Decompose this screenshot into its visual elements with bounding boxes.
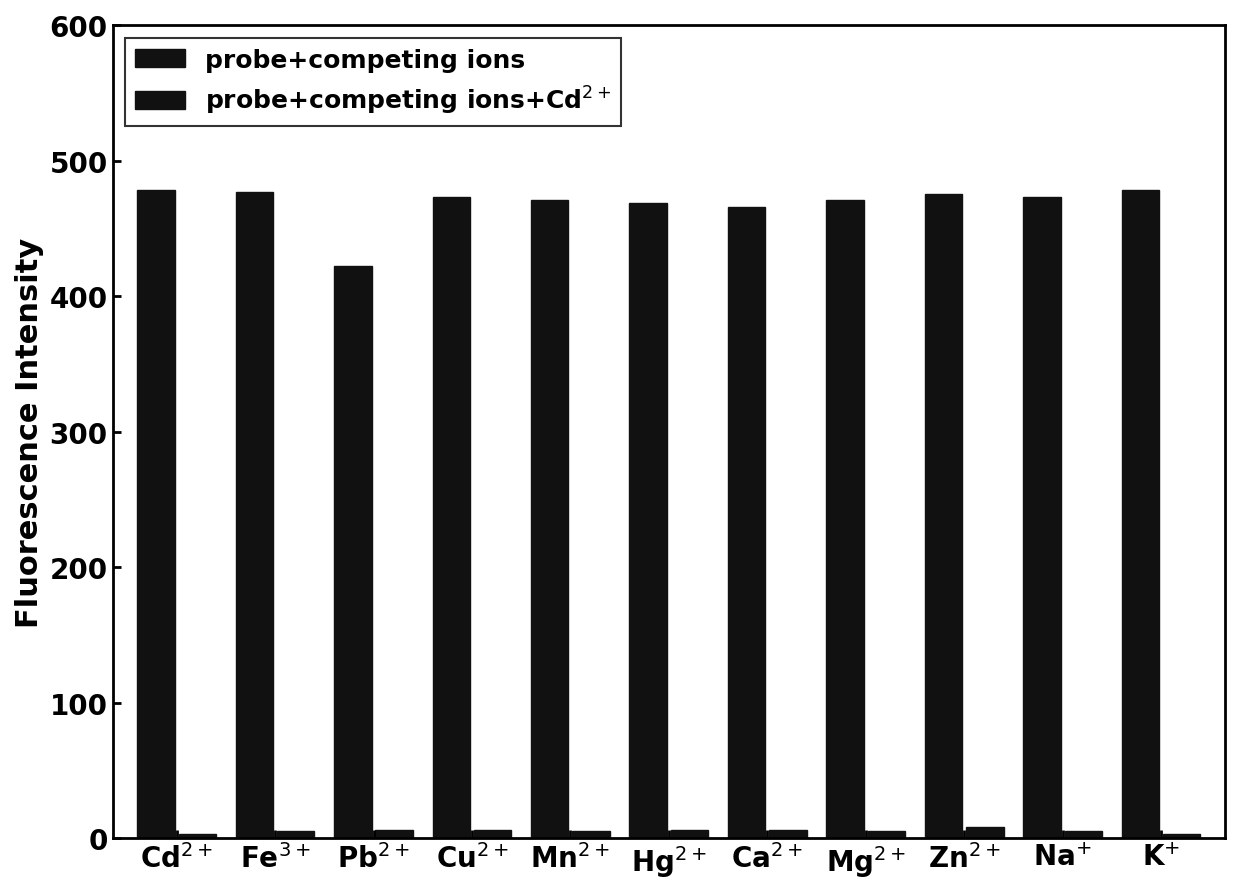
Bar xyxy=(573,831,610,839)
Bar xyxy=(769,831,807,839)
Bar xyxy=(1023,198,1060,839)
Bar xyxy=(138,191,175,839)
Bar xyxy=(1065,831,1102,839)
Bar xyxy=(671,831,708,839)
Legend: probe+competing ions, probe+competing ions+Cd$^{2+}$: probe+competing ions, probe+competing io… xyxy=(125,38,621,127)
Bar xyxy=(277,831,315,839)
Bar xyxy=(236,192,273,839)
Bar xyxy=(531,200,568,839)
Bar xyxy=(433,198,470,839)
Bar xyxy=(1122,191,1159,839)
Bar xyxy=(925,195,962,839)
Bar xyxy=(728,207,765,839)
Bar xyxy=(334,267,372,839)
Bar xyxy=(966,828,1003,839)
Y-axis label: Fluorescence Intensity: Fluorescence Intensity xyxy=(15,237,43,627)
Bar xyxy=(1163,834,1200,839)
Bar xyxy=(474,831,511,839)
Bar xyxy=(630,203,667,839)
Bar xyxy=(868,831,905,839)
Bar xyxy=(376,831,413,839)
Bar xyxy=(826,200,864,839)
Bar xyxy=(179,834,216,839)
